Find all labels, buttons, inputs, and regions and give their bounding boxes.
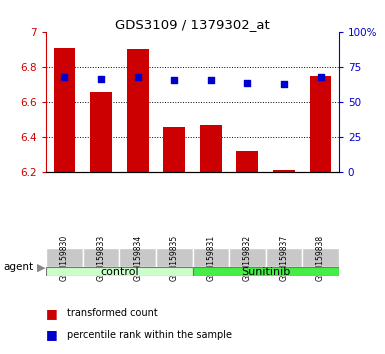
Text: GSM159834: GSM159834 — [133, 234, 142, 281]
Bar — [229, 248, 266, 267]
Text: ▶: ▶ — [37, 262, 45, 272]
Text: GSM159837: GSM159837 — [280, 234, 288, 281]
Point — [281, 81, 287, 86]
Bar — [273, 171, 295, 172]
Bar — [83, 248, 119, 267]
Bar — [192, 267, 339, 276]
Bar — [127, 50, 149, 172]
Text: GSM159833: GSM159833 — [97, 234, 105, 281]
Bar — [302, 248, 339, 267]
Text: GSM159835: GSM159835 — [170, 234, 179, 281]
Text: agent: agent — [4, 262, 34, 272]
Bar — [310, 76, 331, 172]
Bar — [119, 248, 156, 267]
Bar — [46, 248, 83, 267]
Text: Sunitinib: Sunitinib — [241, 267, 290, 277]
Bar — [90, 92, 112, 172]
Text: GSM159832: GSM159832 — [243, 234, 252, 281]
Text: GSM159838: GSM159838 — [316, 234, 325, 281]
Point — [135, 74, 141, 79]
Text: ■: ■ — [46, 328, 58, 341]
Text: control: control — [100, 267, 139, 277]
Bar — [192, 248, 229, 267]
Point — [244, 80, 251, 86]
Text: percentile rank within the sample: percentile rank within the sample — [67, 330, 233, 339]
Point — [98, 76, 104, 82]
Point — [208, 77, 214, 83]
Bar — [200, 125, 222, 172]
Bar — [266, 248, 302, 267]
Bar — [236, 151, 258, 172]
Title: GDS3109 / 1379302_at: GDS3109 / 1379302_at — [115, 18, 270, 31]
Point — [61, 74, 68, 79]
Bar — [54, 48, 75, 172]
Bar — [46, 267, 192, 276]
Point — [318, 74, 324, 79]
Bar — [163, 127, 185, 172]
Text: ■: ■ — [46, 307, 58, 320]
Point — [171, 77, 177, 83]
Text: transformed count: transformed count — [67, 308, 158, 318]
Text: GSM159831: GSM159831 — [206, 234, 215, 281]
Bar — [156, 248, 192, 267]
Text: GSM159830: GSM159830 — [60, 234, 69, 281]
